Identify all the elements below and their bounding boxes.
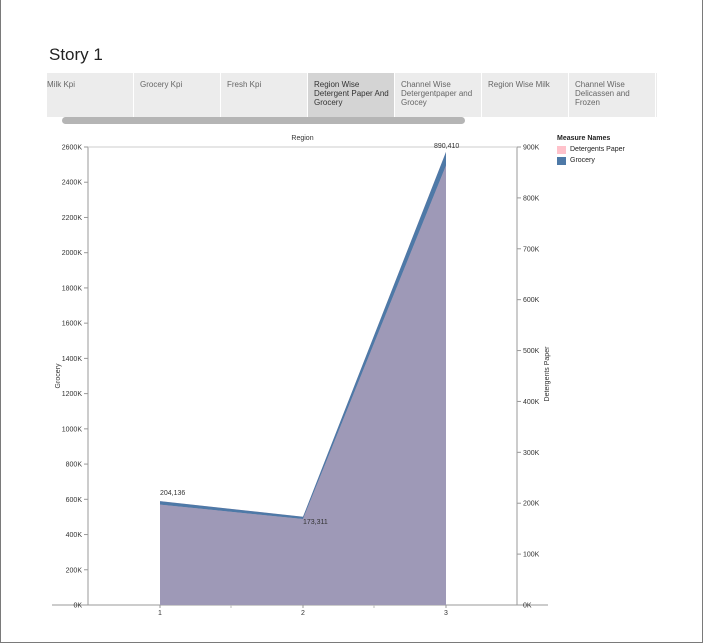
x-tick-label: 3 — [444, 610, 448, 617]
left-tick-label: 1000K — [62, 426, 83, 433]
x-tick-label: 1 — [158, 610, 162, 617]
left-axis-title: Grocery — [55, 363, 62, 388]
left-tick-label: 1600K — [62, 321, 83, 328]
legend-swatch-detergents-paper — [557, 145, 566, 154]
right-tick-label: 500K — [523, 348, 540, 355]
left-tick-label: 0K — [73, 603, 82, 610]
legend-label: Detergents Paper — [570, 146, 625, 153]
left-tick-label: 2400K — [62, 180, 83, 187]
right-tick-label: 400K — [523, 399, 540, 406]
tab-fresh-kpi[interactable]: Fresh Kpi — [221, 73, 308, 117]
right-tick-label: 100K — [523, 552, 540, 559]
data-label: 890,410 — [434, 143, 459, 150]
right-tick-label: 800K — [523, 195, 540, 202]
tab-channel-wise-delicassen-and-frozen[interactable]: Channel Wise Delicassen and Frozen — [569, 73, 656, 117]
left-tick-label: 1200K — [62, 391, 83, 398]
right-tick-label: 900K — [523, 145, 540, 152]
left-tick-label: 200K — [66, 567, 83, 574]
data-label: 173,311 — [303, 519, 328, 526]
legend-item-detergents-paper[interactable]: Detergents Paper — [557, 144, 625, 155]
left-tick-label: 1800K — [62, 285, 83, 292]
left-tick-label: 800K — [66, 462, 83, 469]
left-tick-label: 2200K — [62, 215, 83, 222]
legend-label: Grocery — [570, 157, 595, 164]
legend: Measure Names Detergents Paper Grocery — [557, 135, 625, 166]
legend-item-grocery[interactable]: Grocery — [557, 155, 625, 166]
left-tick-label: 2000K — [62, 250, 83, 257]
story-scrollbar[interactable] — [62, 117, 465, 124]
tab-milk-kpi[interactable]: Milk Kpi — [47, 73, 134, 117]
tab-grocery-kpi[interactable]: Grocery Kpi — [134, 73, 221, 117]
story-title: Story 1 — [49, 45, 103, 64]
left-tick-label: 600K — [66, 497, 83, 504]
area-grocery — [160, 165, 446, 605]
data-label: 204,136 — [160, 490, 185, 497]
legend-title: Measure Names — [557, 135, 611, 142]
right-axis-title: Detergents Paper — [544, 346, 551, 402]
x-tick-label: 2 — [301, 610, 305, 617]
legend-swatch-grocery — [557, 156, 566, 165]
tab-region-wise-detergent-paper-and-grocery[interactable]: Region Wise Detergent Paper And Grocery — [308, 73, 395, 117]
story-navigator: Milk Kpi Grocery Kpi Fresh Kpi Region Wi… — [47, 73, 657, 117]
right-tick-label: 0K — [523, 603, 532, 610]
chart-title: Region — [291, 135, 313, 142]
right-tick-label: 700K — [523, 246, 540, 253]
right-tick-label: 300K — [523, 450, 540, 457]
right-tick-label: 200K — [523, 501, 540, 508]
left-tick-label: 2600K — [62, 145, 83, 152]
tab-region-wise-milk[interactable]: Region Wise Milk — [482, 73, 569, 117]
tab-channel-wise-detergentpaper-and-grocey[interactable]: Channel Wise Detergentpaper and Grocey — [395, 73, 482, 117]
left-tick-label: 400K — [66, 532, 83, 539]
left-tick-label: 1400K — [62, 356, 83, 363]
right-tick-label: 600K — [523, 297, 540, 304]
